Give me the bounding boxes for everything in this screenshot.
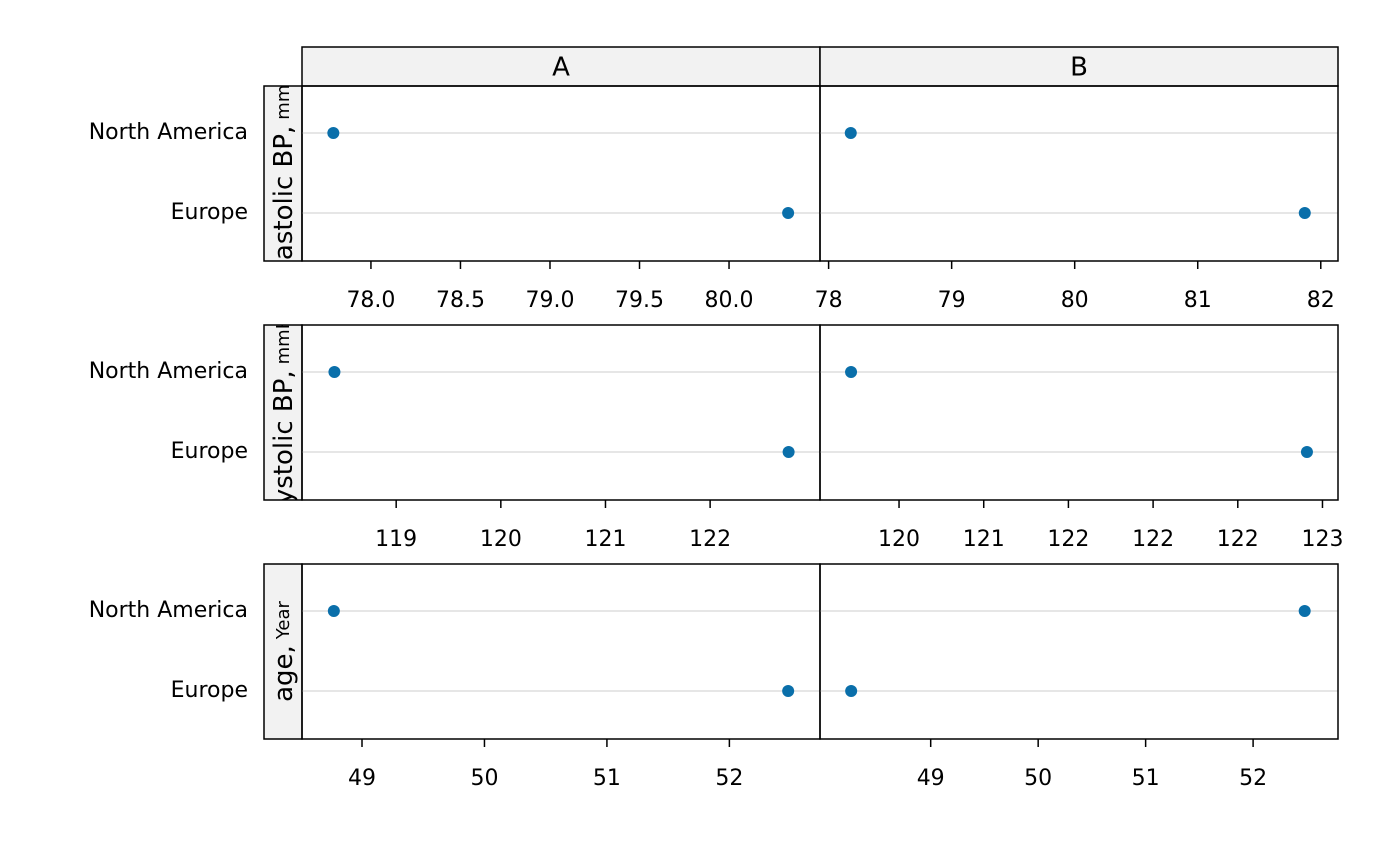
x-tick-label: 51: [593, 766, 621, 791]
row-strip-text: Diastolic BP, mmHg: [269, 60, 299, 288]
x-tick-label: 121: [963, 527, 1005, 552]
row-label: age,: [269, 645, 299, 702]
x-tick-label: 78: [815, 288, 843, 313]
x-tick-label: 50: [1024, 766, 1052, 791]
dot: [1298, 207, 1311, 219]
panel: [301, 85, 821, 262]
dot: [1298, 605, 1311, 617]
dot: [844, 127, 857, 139]
row-units: mmHg: [273, 60, 294, 120]
x-tick-label: 50: [470, 766, 498, 791]
x-tick-label: 122: [689, 527, 731, 552]
row-strip-label: Systolic BP, mmHg: [269, 304, 299, 520]
dot: [328, 366, 341, 378]
x-tick-label: 121: [584, 527, 626, 552]
x-tick-label: 79.5: [615, 288, 664, 313]
x-tick-label: 80.0: [705, 288, 754, 313]
x-tick-label: 122: [1132, 527, 1174, 552]
x-tick-label: 122: [1047, 527, 1089, 552]
row-strip-text: Systolic BP, mmHg: [269, 304, 299, 520]
panel: [819, 85, 1339, 262]
y-tick-label: Europe: [171, 439, 248, 464]
y-tick-label: North America: [89, 598, 248, 623]
panel: [819, 563, 1339, 740]
panel: [301, 324, 821, 501]
y-tick-label: Europe: [171, 200, 248, 225]
row-units: Year: [273, 600, 294, 640]
panel: [819, 324, 1339, 501]
y-tick-label: North America: [89, 120, 248, 145]
dot: [327, 605, 340, 617]
row-strip-text: age, Year: [269, 600, 299, 701]
dot: [782, 685, 795, 697]
x-tick-label: 119: [375, 527, 417, 552]
dot: [1300, 446, 1313, 458]
x-tick-label: 80: [1061, 288, 1089, 313]
strip: [301, 46, 821, 87]
row-strip: [263, 324, 303, 501]
row-label: Systolic BP,: [269, 370, 299, 520]
x-tick-label: 120: [480, 527, 522, 552]
x-tick-label: 120: [878, 527, 920, 552]
x-tick-label: 82: [1307, 288, 1335, 313]
dot: [782, 446, 795, 458]
row-strip-label: Diastolic BP, mmHg: [269, 60, 299, 288]
x-tick-label: 123: [1301, 527, 1343, 552]
row-strip-label: age, Year: [269, 600, 299, 701]
x-tick-label: 122: [1217, 527, 1259, 552]
strip-label: A: [552, 53, 570, 83]
dot: [327, 127, 340, 139]
x-tick-label: 81: [1184, 288, 1212, 313]
x-tick-label: 79.0: [525, 288, 574, 313]
x-tick-label: 49: [917, 766, 945, 791]
dot: [782, 207, 795, 219]
y-tick-label: Europe: [171, 678, 248, 703]
strip-label: B: [1070, 53, 1088, 83]
strip: [819, 46, 1339, 87]
row-units: mmHg: [273, 304, 294, 364]
x-tick-label: 52: [1239, 766, 1267, 791]
row-label: Diastolic BP,: [269, 126, 299, 288]
row-strip: [263, 85, 303, 262]
y-tick-label: North America: [89, 359, 248, 384]
dot: [845, 685, 858, 697]
x-tick-label: 49: [348, 766, 376, 791]
panel: [301, 563, 821, 740]
x-tick-label: 78.0: [346, 288, 395, 313]
x-tick-label: 79: [938, 288, 966, 313]
x-tick-label: 52: [715, 766, 743, 791]
x-tick-label: 51: [1132, 766, 1160, 791]
x-tick-label: 78.5: [436, 288, 485, 313]
dot: [845, 366, 858, 378]
